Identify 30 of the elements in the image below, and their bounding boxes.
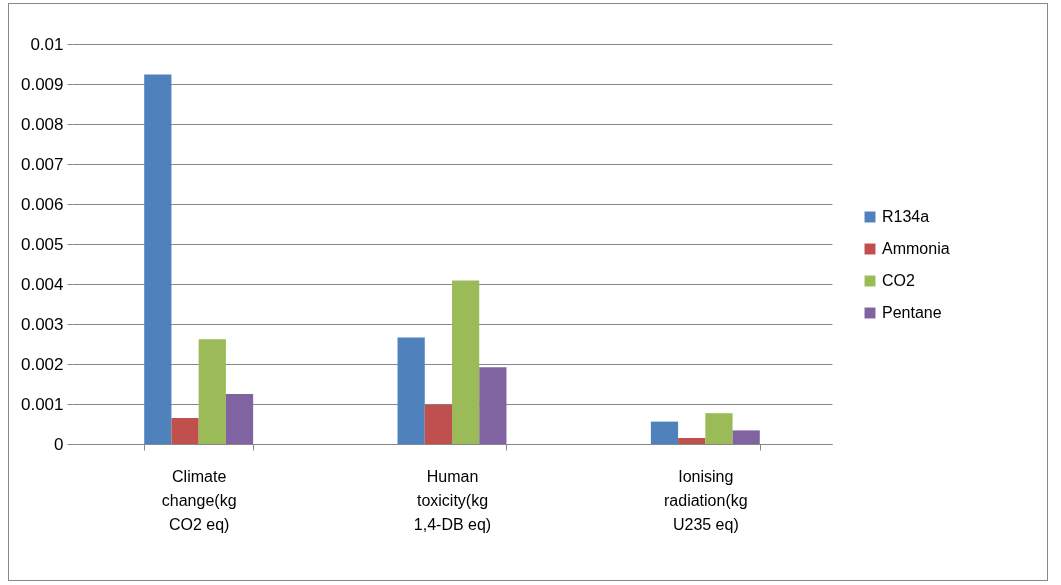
bar	[650, 421, 679, 444]
bar	[198, 339, 226, 444]
legend-label: Ammonia	[882, 240, 950, 257]
legend-label: CO2	[882, 272, 915, 289]
x-tick-label: Climate change(kg CO2 eq)	[161, 467, 237, 533]
x-tick-label: Ionising radiation(kg U235 eq)	[664, 467, 748, 533]
y-tick-label: 0.002	[20, 354, 64, 374]
y-tick-label: 0.005	[20, 234, 64, 254]
bar	[479, 367, 507, 444]
bar	[705, 413, 733, 444]
bar	[452, 280, 480, 444]
bar	[144, 74, 172, 444]
bar	[397, 337, 425, 444]
bar	[171, 418, 199, 444]
bar	[424, 404, 452, 444]
bar	[732, 430, 760, 444]
bar	[225, 394, 254, 444]
x-tick-label: Human toxicity(kg 1,4-DB eq)	[413, 467, 492, 533]
y-tick-label: 0.003	[20, 314, 64, 334]
y-tick-label: 0.008	[20, 114, 64, 134]
legend-label: R134a	[882, 208, 930, 225]
bar	[678, 438, 706, 444]
y-tick-label: 0.004	[20, 274, 64, 294]
y-tick-label: 0.001	[20, 394, 64, 414]
y-tick-label: 0	[54, 434, 64, 454]
y-tick-label: 0.009	[20, 74, 64, 94]
y-tick-label: 0.007	[20, 154, 64, 174]
y-tick-label: 0.006	[20, 194, 64, 214]
legend-label: Pentane	[882, 304, 942, 321]
y-tick-label: 0.01	[30, 34, 64, 54]
